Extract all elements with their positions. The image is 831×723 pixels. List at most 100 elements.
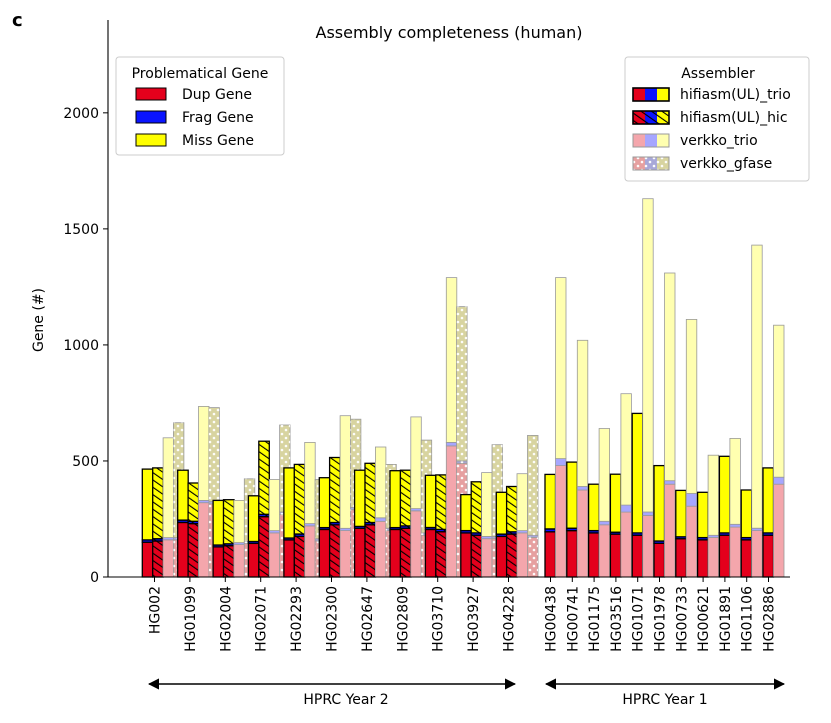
x-label-HG01071: HG01071: [631, 586, 647, 652]
assembler-legend-title: Assembler: [681, 66, 755, 82]
bar-HG02886-hifiasm(UL)_trio-miss: [762, 467, 775, 534]
bar-HG002-verkko_trio-miss: [162, 437, 175, 538]
y-tick-label-500: 500: [72, 454, 99, 470]
bar-HG01175-verkko_trio-frag: [598, 520, 610, 526]
legend-swatch-hifiasm-hic: [632, 110, 670, 125]
bar-HG03927-verkko_trio-dup: [481, 538, 493, 578]
x-label-HG02004: HG02004: [218, 586, 234, 652]
bar-HG00621-verkko_trio-miss: [707, 454, 719, 536]
bar-HG00733-verkko_trio-frag: [685, 492, 698, 507]
bar-HG00438-verkko_trio-dup: [555, 465, 567, 578]
bar-HG01175-hifiasm(UL)_trio-dup: [587, 532, 600, 578]
bar-HG04228-verkko_trio-dup: [516, 532, 528, 578]
bar-pattern-HG02293-hifiasm(UL)_hic-miss: [294, 464, 305, 534]
bar-HG04228-hifiasm(UL)_trio-miss: [495, 491, 508, 535]
legend-swatch-frag: [135, 110, 167, 124]
group-label-year1: HPRC Year 1: [622, 692, 707, 708]
sample-HG01106: [740, 244, 763, 578]
bar-pattern-HG04228-hifiasm(UL)_hic-miss: [506, 486, 518, 532]
bar-HG03516-hifiasm(UL)_trio-miss: [609, 473, 622, 533]
bar-HG02647-verkko_trio-miss: [374, 446, 387, 519]
bar-pattern-HG03927-hifiasm(UL)_hic-miss: [471, 481, 482, 533]
legend-label-miss: Miss Gene: [182, 133, 254, 149]
x-label-HG02300: HG02300: [325, 586, 341, 652]
bar-HG02809-hifiasm(UL)_trio-dup: [389, 528, 402, 578]
legend-swatch-dup: [135, 87, 167, 101]
bar-HG03710-verkko_trio-dup: [445, 445, 458, 578]
x-label-HG00438: HG00438: [544, 586, 560, 652]
sample-HG00733: [675, 318, 698, 578]
bar-HG00438-verkko_trio-miss: [555, 277, 567, 460]
bar-HG02886-verkko_trio-dup: [773, 483, 785, 578]
bar-HG02293-verkko_trio-dup: [304, 525, 316, 578]
bar-HG01891-verkko_trio-frag: [729, 523, 741, 528]
bar-HG03516-hifiasm(UL)_trio-dup: [609, 533, 622, 578]
sample-HG03516: [609, 393, 632, 578]
bar-HG03710-verkko_trio-frag: [445, 441, 458, 447]
bar-HG002-verkko_trio-dup: [162, 539, 175, 578]
sample-HG00438: [544, 277, 567, 578]
y-tick-label-1000: 1000: [63, 338, 99, 354]
bar-HG01071-verkko_trio-miss: [642, 198, 654, 513]
bar-pattern-HG04228-verkko_gfase-miss: [527, 435, 538, 536]
group-label-year2: HPRC Year 2: [303, 692, 388, 708]
bar-pattern-HG02809-hifiasm(UL)_hic-frag: [400, 525, 411, 529]
bar-HG00741-hifiasm(UL)_trio-dup: [566, 529, 578, 578]
sample-HG01175: [587, 428, 610, 578]
bar-HG01978-verkko_trio-frag: [664, 480, 676, 485]
sample-HG02300: [318, 415, 362, 578]
bar-pattern-HG03710-hifiasm(UL)_hic-dup: [435, 531, 447, 577]
bar-HG01106-hifiasm(UL)_trio-dup: [740, 539, 753, 578]
bar-pattern-HG01099-hifiasm(UL)_hic-dup: [188, 523, 199, 577]
assembler-legend: Assembler hifiasm(UL)_trio hifiasm(UL)_h…: [624, 56, 810, 182]
legend-label-frag: Frag Gene: [182, 110, 254, 126]
axes: 0 500 1000 1500 2000: [63, 20, 790, 586]
bar-HG01891-verkko_trio-dup: [729, 526, 741, 578]
bar-pattern-HG04228-hifiasm(UL)_hic-frag: [506, 531, 518, 534]
bar-HG01071-verkko_trio-frag: [642, 511, 654, 516]
x-label-HG02809: HG02809: [395, 586, 411, 652]
bar-HG00741-verkko_trio-frag: [576, 486, 589, 491]
bar-pattern-HG01099-verkko_gfase-miss: [208, 407, 220, 502]
bar-HG00741-verkko_trio-miss: [576, 339, 589, 487]
bar-pattern-HG02293-hifiasm(UL)_hic-dup: [294, 536, 305, 577]
bar-HG02071-verkko_trio-dup: [268, 532, 281, 578]
bar-HG02809-hifiasm(UL)_trio-miss: [389, 470, 402, 529]
bar-pattern-HG02293-hifiasm(UL)_hic-frag: [294, 534, 305, 537]
bar-pattern-HG04228-hifiasm(UL)_hic-dup: [506, 534, 518, 577]
bar-HG00621-hifiasm(UL)_trio-miss: [696, 491, 709, 539]
bar-pattern-HG02300-hifiasm(UL)_hic-dup: [329, 524, 341, 577]
bar-pattern-HG002-hifiasm(UL)_hic-frag: [152, 538, 164, 541]
bar-HG02300-verkko_trio-miss: [339, 415, 352, 529]
y-tick-label-0: 0: [90, 570, 99, 586]
bar-pattern-HG03710-verkko_gfase-miss: [456, 306, 468, 461]
bar-pattern-HG02004-hifiasm(UL)_hic-dup: [223, 545, 234, 577]
bar-HG02004-verkko_trio-dup: [233, 544, 245, 578]
bar-HG00733-verkko_trio-miss: [685, 318, 698, 494]
bar-HG03927-hifiasm(UL)_trio-dup: [460, 532, 472, 578]
bar-HG01891-hifiasm(UL)_trio-dup: [718, 534, 731, 578]
bar-HG02004-hifiasm(UL)_trio-dup: [212, 546, 225, 578]
bar-pattern-HG02300-verkko_gfase-miss: [350, 419, 361, 508]
x-label-HG01175: HG01175: [587, 586, 603, 652]
bar-HG04228-hifiasm(UL)_trio-dup: [495, 535, 508, 578]
x-label-HG02071: HG02071: [254, 586, 270, 652]
x-label-HG02886: HG02886: [762, 586, 778, 652]
sample-HG01071: [631, 198, 654, 578]
bar-HG02886-hifiasm(UL)_trio-dup: [762, 534, 775, 578]
bar-HG04228-verkko_trio-miss: [516, 473, 528, 532]
bar-HG02886-verkko_trio-frag: [773, 476, 785, 485]
bar-pattern-HG02647-hifiasm(UL)_hic-miss: [365, 463, 376, 523]
bar-pattern-HG02647-hifiasm(UL)_hic-dup: [365, 524, 376, 577]
bar-HG00733-hifiasm(UL)_trio-miss: [675, 489, 687, 538]
bar-pattern-HG002-hifiasm(UL)_hic-dup: [152, 541, 164, 577]
legend-swatch-verkko-gfase: [632, 156, 670, 171]
bar-HG01978-verkko_trio-dup: [664, 483, 676, 578]
bar-HG03927-hifiasm(UL)_trio-miss: [460, 493, 472, 532]
bar-HG00741-hifiasm(UL)_trio-miss: [566, 461, 578, 529]
bar-HG02300-hifiasm(UL)_trio-dup: [318, 528, 331, 578]
bar-HG02809-verkko_trio-dup: [410, 510, 422, 578]
bar-HG02809-verkko_trio-miss: [410, 416, 422, 509]
bar-pattern-HG02071-hifiasm(UL)_hic-miss: [258, 441, 270, 515]
